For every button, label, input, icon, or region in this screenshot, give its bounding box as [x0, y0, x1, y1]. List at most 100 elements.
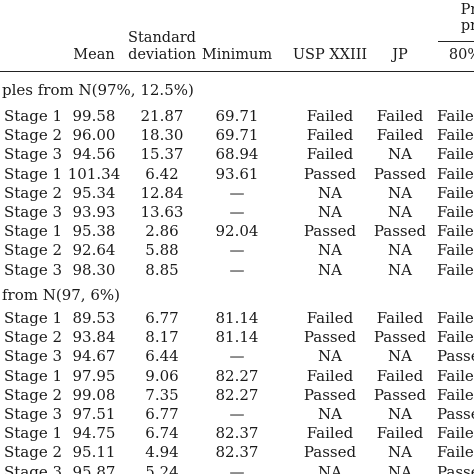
- sd-cell: 6.77: [145, 309, 179, 327]
- sd-cell: 21.87: [140, 107, 184, 125]
- sd-cell: 2.86: [145, 222, 179, 240]
- jp-cell: NA: [388, 145, 412, 163]
- mean-cell: 93.93: [72, 203, 116, 221]
- usp-cell: Failed: [306, 424, 354, 442]
- header-80pct: 80%: [448, 47, 474, 63]
- jp-cell: Failed: [376, 126, 424, 144]
- sd-cell: 9.06: [145, 367, 179, 385]
- mean-cell: 95.11: [72, 443, 116, 461]
- result-cell: Faile: [437, 165, 474, 183]
- mean-cell: 94.56: [72, 145, 116, 163]
- stage-cell: Stage 3: [4, 145, 63, 163]
- stage-cell: Stage 2: [4, 184, 63, 202]
- minimum-cell: —: [229, 184, 245, 202]
- sd-cell: 6.74: [145, 424, 179, 442]
- result-cell: Faile: [437, 386, 474, 404]
- header-pr-line2: pr: [460, 18, 474, 34]
- sd-cell: 5.24: [145, 463, 179, 474]
- section-title: from N(97, 6%): [2, 286, 120, 304]
- stage-cell: Stage 2: [4, 443, 63, 461]
- minimum-cell: 81.14: [215, 328, 259, 346]
- section-title: ples from N(97%, 12.5%): [2, 81, 194, 99]
- stage-cell: Stage 1: [4, 424, 63, 442]
- result-cell: Faile: [437, 443, 474, 461]
- sd-cell: 4.94: [145, 443, 179, 461]
- minimum-cell: 69.71: [215, 126, 259, 144]
- mean-cell: 95.38: [72, 222, 116, 240]
- stage-cell: Stage 1: [4, 107, 63, 125]
- minimum-cell: —: [229, 203, 245, 221]
- usp-cell: Failed: [306, 107, 354, 125]
- stage-cell: Stage 1: [4, 367, 63, 385]
- usp-cell: NA: [318, 463, 342, 474]
- jp-cell: Passed: [373, 222, 427, 240]
- jp-cell: Failed: [376, 424, 424, 442]
- stage-cell: Stage 2: [4, 241, 63, 259]
- minimum-cell: 68.94: [215, 145, 259, 163]
- mean-cell: 92.64: [72, 241, 116, 259]
- sd-cell: 8.85: [145, 261, 179, 279]
- result-cell: Faile: [437, 107, 474, 125]
- usp-cell: NA: [318, 203, 342, 221]
- minimum-cell: 82.27: [215, 367, 259, 385]
- mean-cell: 97.95: [72, 367, 116, 385]
- header-pr-line1: Pr: [460, 2, 474, 18]
- sd-cell: 6.44: [145, 347, 179, 365]
- usp-cell: Failed: [306, 367, 354, 385]
- minimum-cell: —: [229, 463, 245, 474]
- sd-cell: 13.63: [140, 203, 184, 221]
- sd-cell: 6.77: [145, 405, 179, 423]
- result-cell: Faile: [437, 261, 474, 279]
- minimum-cell: 82.37: [215, 424, 259, 442]
- stage-cell: Stage 1: [4, 309, 63, 327]
- mean-cell: 99.58: [72, 107, 116, 125]
- jp-cell: NA: [388, 261, 412, 279]
- minimum-cell: 82.27: [215, 386, 259, 404]
- mean-cell: 99.08: [72, 386, 116, 404]
- result-cell: Faile: [437, 184, 474, 202]
- mean-cell: 95.34: [72, 184, 116, 202]
- sd-cell: 18.30: [140, 126, 184, 144]
- mean-cell: 97.51: [72, 405, 116, 423]
- sd-cell: 5.88: [145, 241, 179, 259]
- minimum-cell: 92.04: [215, 222, 259, 240]
- usp-cell: NA: [318, 241, 342, 259]
- result-cell: Faile: [437, 424, 474, 442]
- mean-cell: 96.00: [72, 126, 116, 144]
- header-minimum: Minimum: [201, 47, 273, 63]
- jp-cell: NA: [388, 463, 412, 474]
- mean-cell: 94.75: [72, 424, 116, 442]
- stage-cell: Stage 3: [4, 463, 63, 474]
- jp-cell: Failed: [376, 367, 424, 385]
- result-cell: Faile: [437, 367, 474, 385]
- result-cell: Passe: [437, 405, 474, 423]
- jp-cell: Passed: [373, 165, 427, 183]
- minimum-cell: —: [229, 347, 245, 365]
- mean-cell: 94.67: [72, 347, 116, 365]
- stage-cell: Stage 3: [4, 347, 63, 365]
- stage-cell: Stage 1: [4, 165, 63, 183]
- usp-cell: Failed: [306, 145, 354, 163]
- result-cell: Faile: [437, 126, 474, 144]
- usp-cell: NA: [318, 405, 342, 423]
- sd-cell: 12.84: [140, 184, 184, 202]
- mean-cell: 93.84: [72, 328, 116, 346]
- result-cell: Faile: [437, 328, 474, 346]
- minimum-cell: —: [229, 241, 245, 259]
- stage-cell: Stage 3: [4, 261, 63, 279]
- result-cell: Faile: [437, 309, 474, 327]
- sd-cell: 15.37: [140, 145, 184, 163]
- minimum-cell: 82.37: [215, 443, 259, 461]
- header-mean: Mean: [73, 47, 115, 63]
- jp-cell: NA: [388, 241, 412, 259]
- usp-cell: Passed: [303, 386, 357, 404]
- mean-cell: 95.87: [72, 463, 116, 474]
- usp-cell: NA: [318, 184, 342, 202]
- header-deviation: deviation: [128, 47, 196, 63]
- minimum-cell: 81.14: [215, 309, 259, 327]
- jp-cell: Passed: [373, 328, 427, 346]
- minimum-cell: 69.71: [215, 107, 259, 125]
- jp-cell: NA: [388, 443, 412, 461]
- header-rule: [0, 71, 474, 72]
